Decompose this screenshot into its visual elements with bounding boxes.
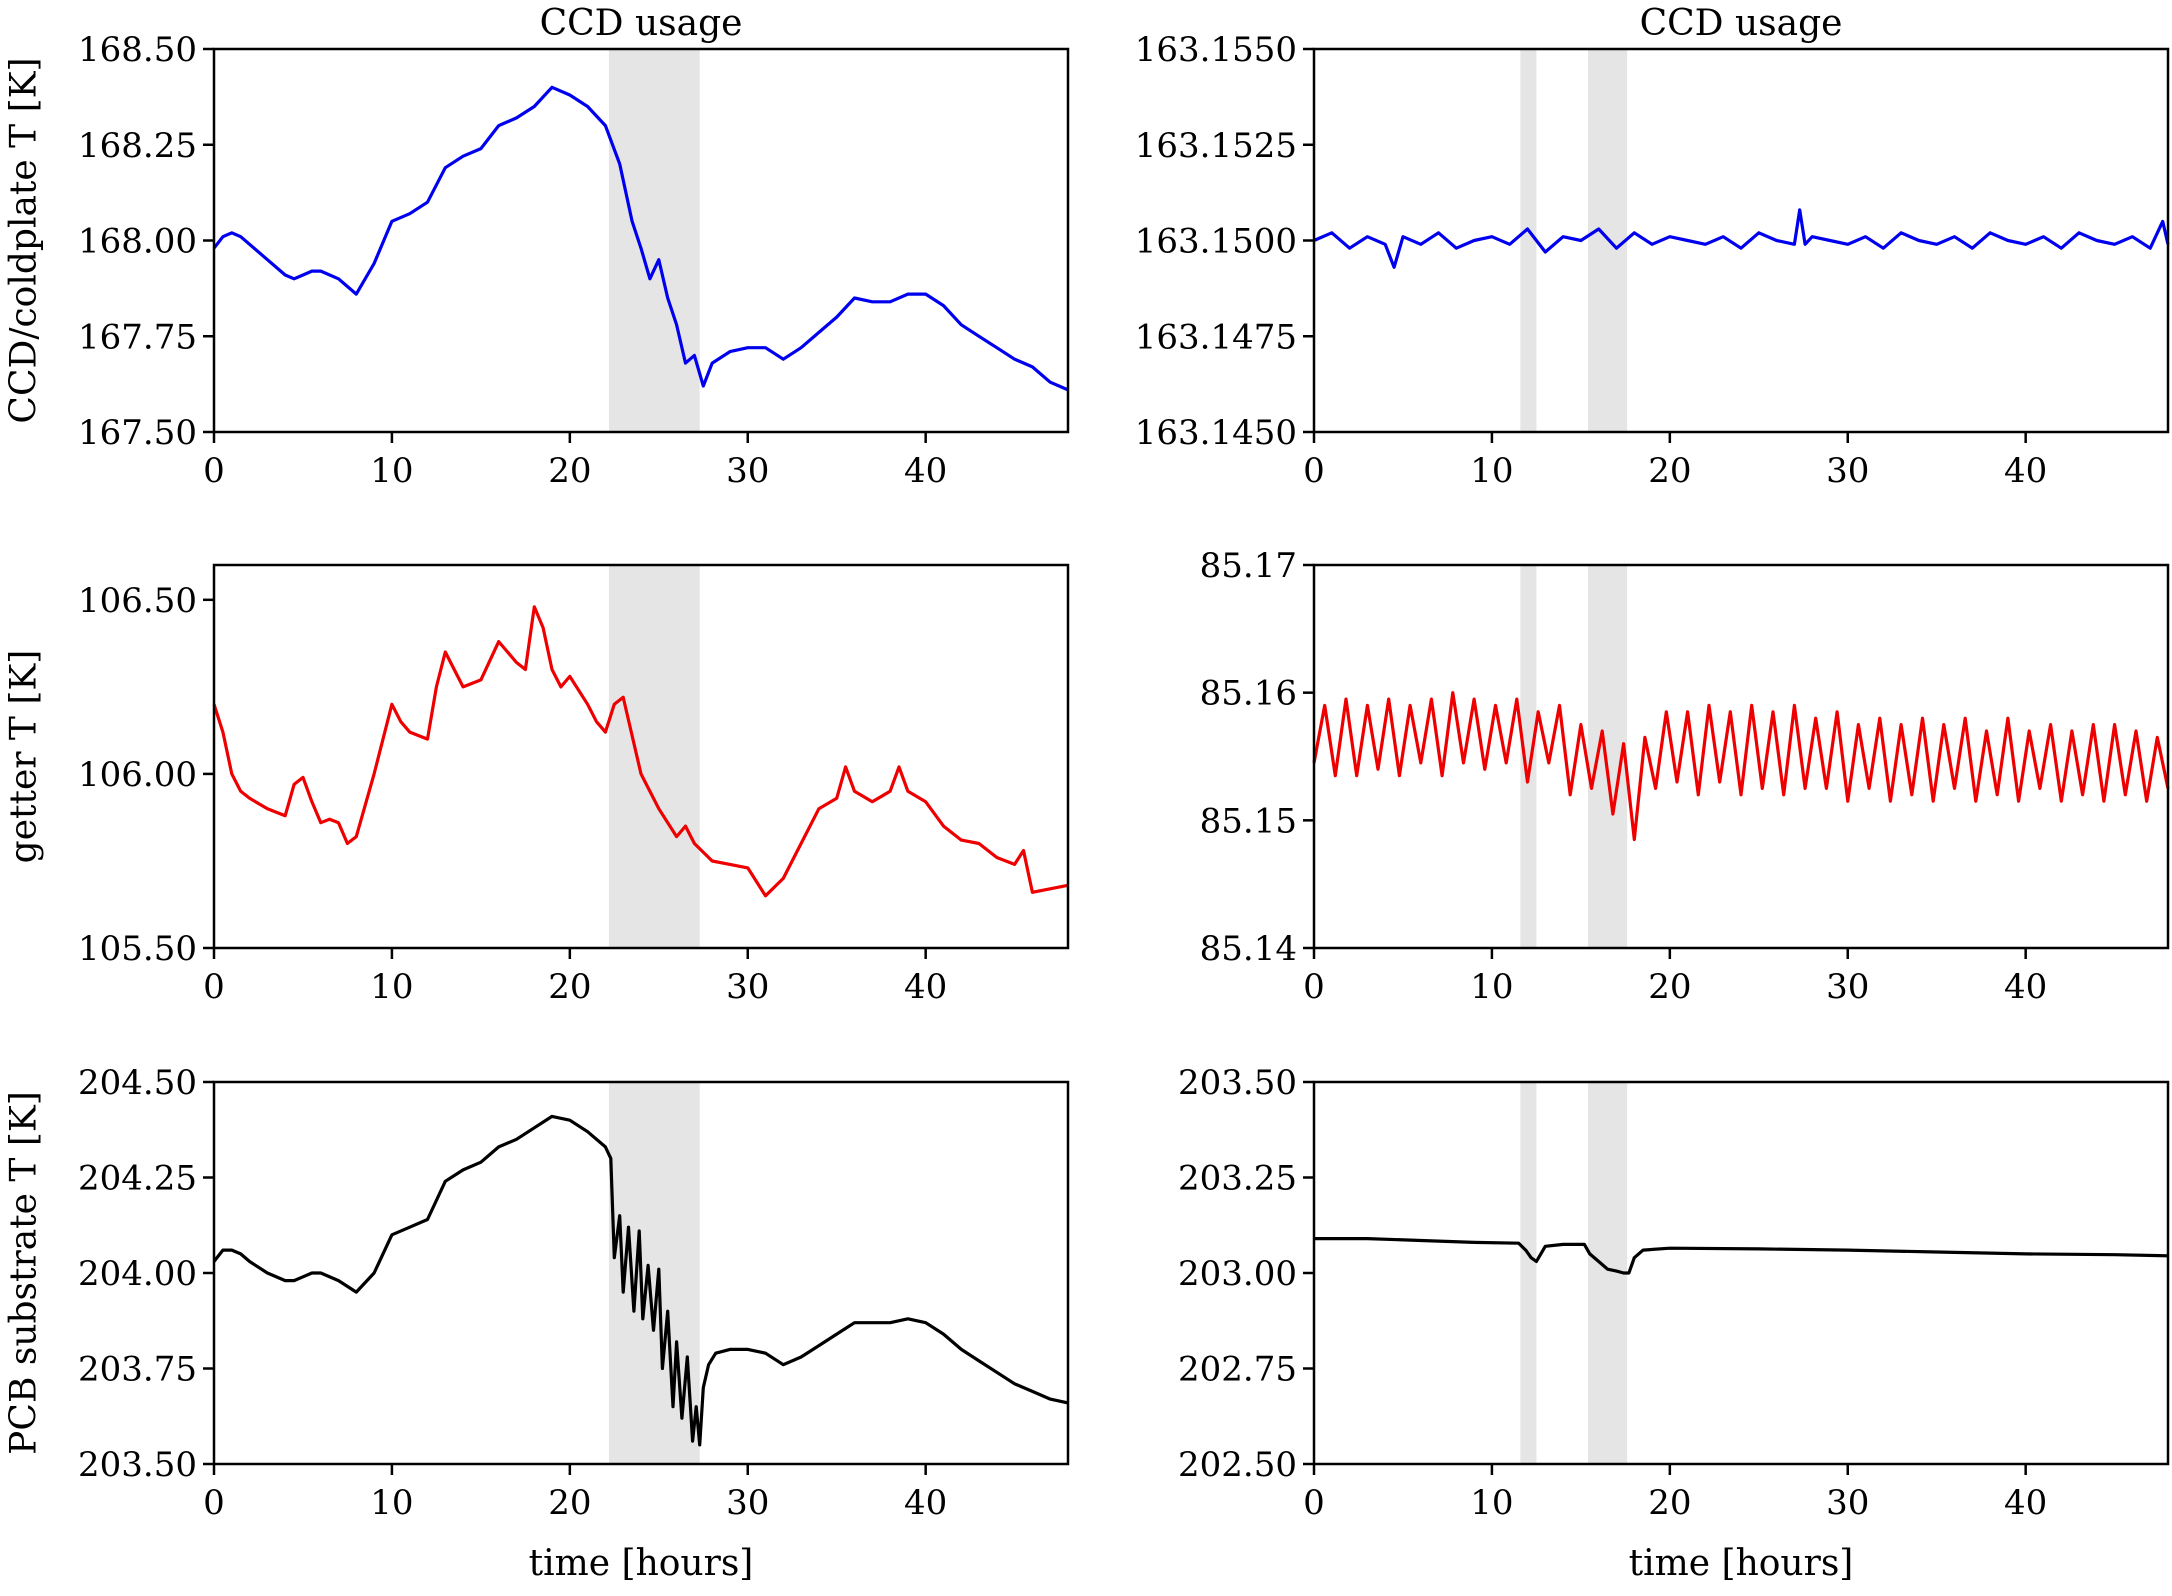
x-tick-label: 30 xyxy=(726,1483,769,1523)
x-tick-label: 30 xyxy=(726,451,769,491)
y-axis-label: CCD/coldplate T [K] xyxy=(4,57,45,423)
y-tick-label: 168.00 xyxy=(78,222,197,262)
y-tick-label: 163.1525 xyxy=(1135,126,1297,166)
y-tick-label: 168.25 xyxy=(78,126,197,166)
x-tick-label: 40 xyxy=(2004,451,2047,491)
y-tick-label: 203.00 xyxy=(1178,1254,1297,1294)
ccd-usage-span xyxy=(1520,1082,1537,1464)
plot-frame xyxy=(212,563,1070,950)
chart-row1-left: 0 10 20 30 40 167.50 167.75 168.00 168.25 168.50 C… xyxy=(4,3,1070,491)
y-tick-label: 167.50 xyxy=(78,413,197,453)
x-tick-label: 40 xyxy=(2004,967,2047,1007)
x-tick-label: 10 xyxy=(370,967,413,1007)
ccd-usage-span xyxy=(608,565,700,948)
x-tick-label: 10 xyxy=(1470,967,1513,1007)
y-tick-label: 168.50 xyxy=(78,30,197,70)
y-tick-label: 202.75 xyxy=(1178,1350,1297,1390)
x-tick-label: 30 xyxy=(1826,451,1869,491)
y-tick-label: 163.1450 xyxy=(1135,413,1297,453)
y-tick-label: 204.00 xyxy=(78,1254,197,1294)
chart-row2-left: 0 10 20 30 40 105.50 106.00 106.50 getter T [K] xyxy=(4,563,1070,1007)
x-tick-label: 0 xyxy=(203,451,225,491)
ccd-usage-span xyxy=(1520,49,1537,432)
y-tick-label: 85.16 xyxy=(1200,674,1297,714)
x-tick-label: 20 xyxy=(1648,1483,1691,1523)
series-line xyxy=(212,605,1069,898)
chart-row2-right: 0 10 20 30 40 85.14 85.15 85.16 85.17 xyxy=(1200,546,2170,1007)
y-tick-label: 106.00 xyxy=(78,755,197,795)
x-tick-label: 40 xyxy=(2004,1483,2047,1523)
x-tick-label: 10 xyxy=(1470,451,1513,491)
x-tick-label: 10 xyxy=(370,451,413,491)
y-tick-label: 203.50 xyxy=(78,1445,197,1485)
x-axis-label: time [hours] xyxy=(1629,1543,1854,1584)
series-line xyxy=(1313,208,2170,269)
x-tick-label: 20 xyxy=(1648,451,1691,491)
y-axis-label: getter T [K] xyxy=(4,650,45,864)
y-tick-label: 163.1550 xyxy=(1135,30,1297,70)
chart-row3-left: 0 10 20 30 40 203.50 203.75 204.00 204.25 204.50 t… xyxy=(4,1063,1070,1584)
x-tick-label: 20 xyxy=(548,967,591,1007)
x-tick-label: 0 xyxy=(203,1483,225,1523)
y-tick-label: 85.15 xyxy=(1200,801,1297,841)
y-tick-label: 203.25 xyxy=(1178,1159,1297,1199)
ccd-usage-span xyxy=(1520,565,1537,948)
series-line xyxy=(1314,1237,2169,1275)
series-line xyxy=(212,1114,1069,1447)
panel-title: CCD usage xyxy=(1640,3,1843,44)
y-tick-label: 85.17 xyxy=(1200,546,1297,586)
plot-frame xyxy=(1312,47,2170,434)
y-tick-label: 203.50 xyxy=(1178,1063,1297,1103)
chart-row3-right: 0 10 20 30 40 202.50 202.75 203.00 203.25 203.50 t… xyxy=(1178,1063,2170,1584)
panel-title: CCD usage xyxy=(540,3,743,44)
x-tick-label: 0 xyxy=(1303,967,1325,1007)
x-tick-label: 0 xyxy=(203,967,225,1007)
x-tick-label: 0 xyxy=(1303,1483,1325,1523)
y-tick-label: 204.50 xyxy=(78,1063,197,1103)
x-tick-label: 30 xyxy=(1826,1483,1869,1523)
x-tick-label: 20 xyxy=(1648,967,1691,1007)
x-axis-label: time [hours] xyxy=(529,1543,754,1584)
plot-frame xyxy=(1312,1080,2170,1466)
x-tick-label: 40 xyxy=(904,451,947,491)
x-tick-label: 20 xyxy=(548,451,591,491)
y-axis-label: PCB substrate T [K] xyxy=(4,1091,45,1455)
x-tick-label: 20 xyxy=(548,1483,591,1523)
x-tick-label: 30 xyxy=(1826,967,1869,1007)
x-tick-label: 10 xyxy=(370,1483,413,1523)
y-tick-label: 85.14 xyxy=(1200,929,1297,969)
chart-row1-right: 0 10 20 30 40 163.1450 163.1475 163.1500 163.152… xyxy=(1135,3,2170,491)
x-tick-label: 40 xyxy=(904,967,947,1007)
y-tick-label: 163.1475 xyxy=(1135,317,1297,357)
x-tick-label: 10 xyxy=(1470,1483,1513,1523)
x-tick-label: 0 xyxy=(1303,451,1325,491)
ccd-usage-span xyxy=(608,49,700,432)
series-line xyxy=(212,85,1069,392)
y-tick-label: 106.50 xyxy=(78,581,197,621)
plot-frame xyxy=(1312,563,2170,950)
y-tick-label: 202.50 xyxy=(1178,1445,1297,1485)
y-tick-label: 203.75 xyxy=(78,1350,197,1390)
x-tick-label: 40 xyxy=(904,1483,947,1523)
x-tick-label: 30 xyxy=(726,967,769,1007)
y-tick-label: 163.1500 xyxy=(1135,222,1297,262)
y-tick-label: 167.75 xyxy=(78,317,197,357)
y-tick-label: 105.50 xyxy=(78,929,197,969)
series-line xyxy=(1312,691,2170,842)
y-tick-label: 204.25 xyxy=(78,1159,197,1199)
